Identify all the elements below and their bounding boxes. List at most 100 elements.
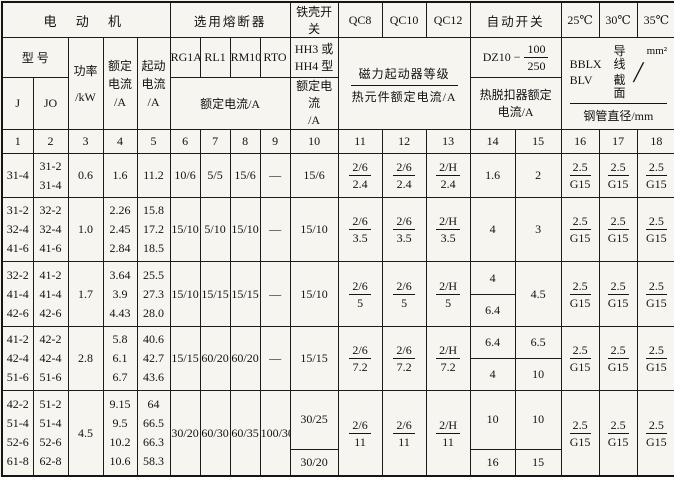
num: 100 [524,42,549,58]
den: 3.5 [396,231,412,245]
cell-fuse-rg1a: 15/15 [169,326,201,391]
num: 2/6 [349,343,371,359]
qc8-fraction: 2/6 2.4 [349,160,371,191]
header-magnetic-starter-grade: 磁力起动器等级 [350,63,458,86]
header-mm2-unit: mm² [646,45,668,57]
header-j: J [1,77,34,130]
den: G15 [569,177,591,191]
num: 2/H [436,343,461,359]
qc10-fraction: 2/6 5 [393,279,415,310]
header-dz10-fraction: 100 250 [524,42,549,73]
cell-rated-current: 1.6 [102,153,138,198]
wire-fraction: 2.5 G15 [645,214,667,245]
cell-qc12: 2/H 2.4 [425,153,471,198]
cell-jo: 51-2 51-4 52-6 62-8 [32,390,69,477]
header-qc8: QC8 [337,1,383,38]
cell-rated-current: 9.15 9.5 10.2 10.6 [102,390,138,477]
cell-hh-current: 15/15 [289,326,339,391]
col-number-6: 6 [169,129,201,154]
header-dz10-prefix: DZ10 − [482,50,521,64]
cell-wire-35: 2.5 G15 [636,197,674,262]
num: 2/H [436,160,461,176]
qc10-fraction: 2/6 2.4 [393,160,415,191]
num: 2/6 [349,214,371,230]
qc10-fraction: 2/6 3.5 [393,214,415,245]
cell-qc10: 2/6 11 [381,390,427,477]
col-number-11: 11 [337,129,383,154]
cell-fuse-rl1: 5/10 [199,197,231,262]
cell-wire-30: 2.5 G15 [598,197,638,262]
cell-wire-30: 2.5 G15 [598,326,638,391]
cell-fuse-rl1: 5/5 [199,153,231,198]
num: 2.5 [607,160,629,176]
cell-qc10: 2/6 7.2 [381,326,427,391]
den: 11 [354,434,366,449]
header-dz10: DZ10 − 100 250 [469,37,562,78]
cell-fuse-rg1a: 15/10 [169,197,201,262]
num: 2.5 [607,343,629,359]
den: 5 [445,295,452,310]
col-number-18: 18 [636,129,674,154]
cell-fuse-rl1: 15/15 [199,261,231,327]
num: 2.5 [607,279,629,295]
cell-dz-rated-2-bottom: 10 [532,367,545,381]
den: G15 [607,177,629,191]
cell-qc10: 2/6 2.4 [381,153,427,198]
col-number-10: 10 [289,129,339,154]
header-motor-group: 电 动 机 [1,1,171,38]
wire-fraction: 2.5 G15 [569,343,591,374]
wire-fraction: 2.5 G15 [607,160,629,191]
cell-fuse-rl1: 60/20 [199,326,231,391]
cell-qc12: 2/H 11 [425,390,471,477]
den: 3.5 [352,231,368,245]
cell-wire-25: 2.5 G15 [560,197,600,262]
slash-glyph: ╱ [633,62,644,82]
wire-fraction: 2.5 G15 [607,418,629,449]
wire-fraction: 2.5 G15 [645,160,667,191]
header-model: 型 号 [1,37,69,78]
cell-hh-current: 15/10 [289,261,339,327]
col-number-9: 9 [259,129,291,154]
den: 11 [398,434,410,449]
num: 2/H [436,418,461,434]
cell-fuse-rm10: 60/35 [229,390,261,477]
den: G15 [607,360,629,374]
cell-power-kw: 1.0 [67,197,104,262]
col-number-3: 3 [67,129,104,154]
den: G15 [569,434,591,449]
header-qc12: QC12 [425,1,471,38]
cell-start-current: 40.6 42.7 43.6 [136,326,171,391]
den: G15 [607,434,629,449]
header-blv: BLV [569,73,593,87]
den: G15 [569,360,591,374]
cell-qc12: 2/H 5 [425,261,471,327]
cell-dz-rated-2: 2 [514,153,562,198]
cell-dz-rated-1-top: 4 [471,263,515,295]
den: G15 [646,231,667,245]
cell-qc8: 2/6 3.5 [337,197,383,262]
header-wire-label: 导线 [613,44,626,71]
qc12-fraction: 2/H 3.5 [436,214,461,245]
header-rto: RTO [259,37,291,78]
cell-dz-rated-1-top: 6.4 [471,328,515,359]
num: 2/6 [393,279,415,295]
num: 2.5 [645,160,667,176]
cell-wire-35: 2.5 G15 [636,261,674,327]
cell-jo: 42-2 42-4 51-6 [32,326,69,391]
qc8-fraction: 2/6 7.2 [349,343,371,374]
cell-power-kw: 4.5 [67,390,104,477]
cell-dz-rated-1-bottom: 4 [489,367,496,381]
cell-qc8: 2/6 11 [337,390,383,477]
den: 7.2 [440,360,456,374]
num: 2/6 [393,418,415,434]
cell-jo: 41-2 41-4 42-6 [32,261,69,327]
header-rm10: RM10 [229,37,261,78]
num: 2.5 [645,418,667,434]
col-number-17: 17 [598,129,638,154]
wire-fraction: 2.5 G15 [569,279,591,310]
cell-wire-30: 2.5 G15 [598,390,638,477]
wire-fraction: 2.5 G15 [645,418,667,449]
cell-dz-rated-1: 4 6.4 [469,261,516,327]
num: 2/H [436,214,461,230]
cell-j: 41-2 42-4 51-6 [1,326,34,391]
